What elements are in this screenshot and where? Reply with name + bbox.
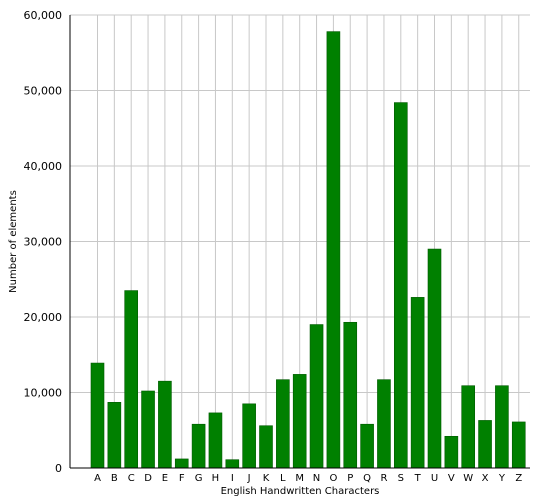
bar-z bbox=[511, 421, 526, 469]
x-tick-label: H bbox=[212, 473, 220, 484]
y-tick-label: 0 bbox=[55, 462, 62, 475]
bar-f bbox=[174, 458, 189, 469]
bar-s bbox=[393, 102, 408, 469]
bar-v bbox=[444, 435, 459, 469]
x-tick-label: G bbox=[195, 473, 203, 484]
bar-c bbox=[124, 290, 138, 469]
x-tick-label: X bbox=[482, 473, 489, 484]
bar-h bbox=[208, 412, 223, 469]
x-tick-label: U bbox=[431, 473, 438, 484]
bar-u bbox=[427, 248, 442, 469]
x-tick-label: R bbox=[380, 473, 387, 484]
bar-g bbox=[191, 423, 206, 469]
x-tick-label: Z bbox=[515, 473, 522, 484]
x-tick-label: J bbox=[247, 473, 251, 484]
x-tick-label: B bbox=[111, 473, 118, 484]
y-tick-labels: 0 10,000 20,000 30,000 40,000 50,000 60,000 bbox=[24, 9, 63, 475]
x-tick-label: I bbox=[231, 473, 234, 484]
bar-l bbox=[276, 379, 290, 469]
x-tick-label: W bbox=[463, 473, 473, 484]
bar-q bbox=[360, 423, 374, 469]
x-tick-label: S bbox=[398, 473, 404, 484]
x-tick-label: A bbox=[94, 473, 101, 484]
y-tick-label: 60,000 bbox=[24, 9, 63, 22]
bar-y bbox=[495, 385, 509, 469]
y-tick-label: 10,000 bbox=[24, 387, 63, 400]
x-tick-label: M bbox=[295, 473, 304, 484]
bar-o bbox=[326, 31, 341, 469]
x-tick-label: V bbox=[448, 473, 455, 484]
bar-m bbox=[292, 374, 307, 469]
x-tick-label: D bbox=[144, 473, 152, 484]
bar-r bbox=[377, 379, 391, 469]
bars bbox=[90, 31, 526, 469]
bar-a bbox=[90, 362, 105, 469]
x-tick-label: C bbox=[128, 473, 135, 484]
x-tick-label: Q bbox=[363, 473, 371, 484]
bar-d bbox=[141, 390, 155, 469]
y-tick-label: 40,000 bbox=[24, 160, 63, 173]
bar-k bbox=[259, 425, 273, 469]
bar-i bbox=[225, 459, 240, 469]
y-tick-label: 20,000 bbox=[24, 311, 63, 324]
bar-n bbox=[309, 324, 324, 469]
y-axis-label: Number of elements bbox=[8, 190, 19, 293]
x-tick-label: P bbox=[347, 473, 353, 484]
x-tick-label: F bbox=[179, 473, 185, 484]
bar-x bbox=[478, 420, 492, 469]
x-tick-label: E bbox=[162, 473, 168, 484]
y-tick-label: 50,000 bbox=[24, 85, 63, 98]
bar-e bbox=[158, 380, 172, 469]
x-tick-label: K bbox=[263, 473, 270, 484]
bar-j bbox=[242, 403, 256, 469]
x-tick-label: T bbox=[414, 473, 422, 484]
bar-t bbox=[410, 297, 425, 469]
x-tick-label: L bbox=[280, 473, 286, 484]
axes bbox=[69, 15, 530, 469]
bar-p bbox=[343, 321, 358, 469]
y-tick-label: 30,000 bbox=[24, 236, 63, 249]
x-tick-label: N bbox=[313, 473, 320, 484]
x-tick-label: Y bbox=[498, 473, 506, 484]
x-tick-label: O bbox=[329, 473, 337, 484]
bar-w bbox=[461, 385, 476, 469]
bar-b bbox=[107, 402, 122, 469]
x-axis-label: English Handwritten Characters bbox=[221, 486, 380, 497]
